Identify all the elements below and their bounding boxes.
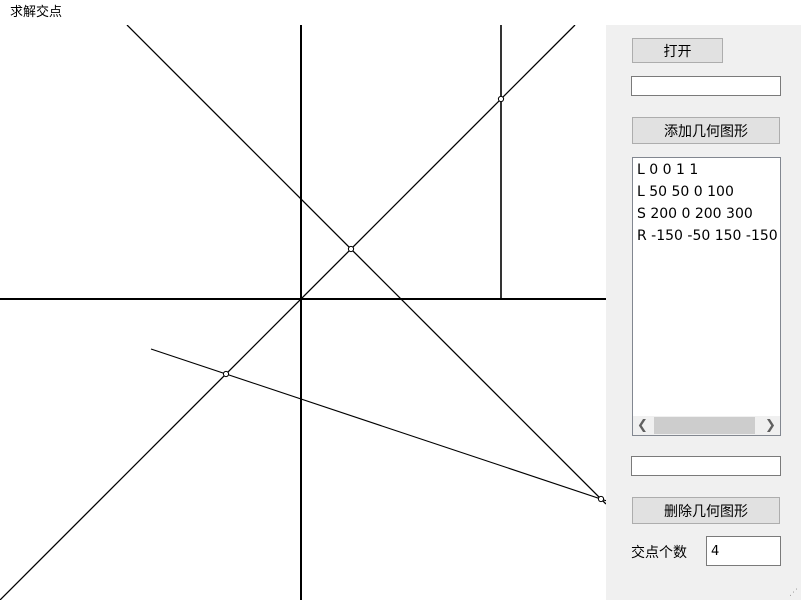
line-shape xyxy=(0,25,576,600)
intersection-point xyxy=(347,245,355,253)
intersection-count-field[interactable] xyxy=(706,536,781,566)
geometry-input[interactable] xyxy=(631,456,781,476)
geometry-list-item[interactable]: L 0 0 1 1 xyxy=(637,162,699,178)
geometry-list-item[interactable]: R -150 -50 150 -150 xyxy=(637,228,778,244)
chevron-right-icon[interactable]: ❯ xyxy=(765,418,776,433)
drawing-canvas[interactable] xyxy=(0,25,606,600)
resize-grip-icon[interactable]: ⋰ xyxy=(789,588,798,598)
intersection-point xyxy=(497,95,505,103)
geometry-plot xyxy=(0,25,606,600)
open-button[interactable]: 打开 xyxy=(632,38,723,63)
geometry-list[interactable]: L 0 0 1 1 L 50 50 0 100 S 200 0 200 300 R -… xyxy=(632,157,781,436)
intersection-points xyxy=(222,95,605,503)
geometry-list-item[interactable]: L 50 50 0 100 xyxy=(637,184,734,200)
scroll-thumb[interactable] xyxy=(654,417,755,434)
geometry-list-items: L 0 0 1 1 L 50 50 0 100 S 200 0 200 300 R -… xyxy=(633,158,780,416)
intersection-point xyxy=(222,370,230,378)
line-shape xyxy=(126,25,606,505)
title-bar: 求解交点 xyxy=(0,0,803,25)
axes xyxy=(0,25,606,600)
add-geometry-button[interactable]: 添加几何图形 xyxy=(632,117,780,144)
window-title: 求解交点 xyxy=(10,5,63,20)
shapes xyxy=(0,25,606,600)
horizontal-scrollbar[interactable]: ❮ ❯ xyxy=(633,416,780,435)
geometry-list-item[interactable]: S 200 0 200 300 xyxy=(637,206,753,222)
control-panel: 打开 添加几何图形 L 0 0 1 1 L 50 50 0 100 S 200 0 … xyxy=(606,25,801,600)
chevron-left-icon[interactable]: ❮ xyxy=(637,418,648,433)
intersection-count-label: 交点个数 xyxy=(631,545,687,561)
intersection-point xyxy=(597,495,605,503)
file-path-input[interactable] xyxy=(631,76,781,96)
delete-geometry-button[interactable]: 删除几何图形 xyxy=(632,497,780,524)
ray-shape xyxy=(150,348,606,502)
